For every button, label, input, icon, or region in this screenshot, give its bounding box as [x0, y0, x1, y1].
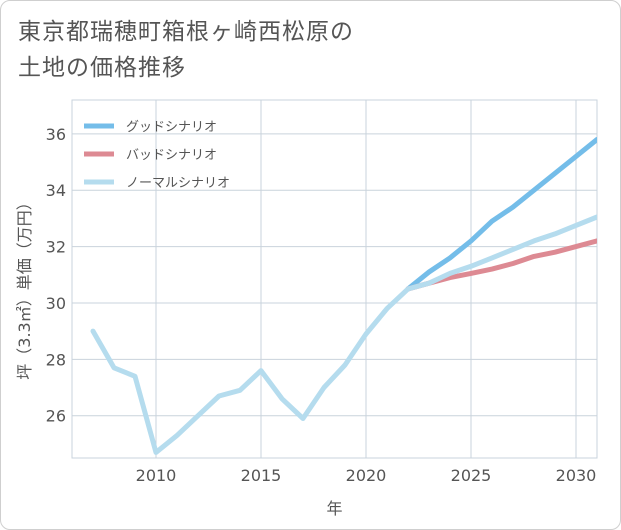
y-tick-label: 32	[46, 238, 66, 257]
y-tick-label: 26	[46, 407, 66, 426]
legend-label: グッドシナリオ	[126, 120, 217, 135]
x-axis-label: 年	[326, 499, 342, 518]
legend-label: バッドシナリオ	[126, 148, 217, 163]
chart-title-line1: 東京都瑞穂町箱根ヶ崎西松原の	[18, 19, 354, 45]
x-tick-label: 2010	[136, 466, 177, 485]
series-line-1	[405, 137, 597, 292]
chart-title-line2: 土地の価格推移	[18, 55, 186, 81]
chart-title: 東京都瑞穂町箱根ヶ崎西松原の 土地の価格推移	[18, 14, 354, 86]
y-tick-label: 30	[46, 294, 66, 313]
series-line-3	[90, 214, 597, 455]
series-group	[90, 137, 597, 455]
legend-label: ノーマルシナリオ	[126, 176, 230, 191]
y-tick-label: 34	[46, 181, 66, 200]
x-tick-label: 2015	[241, 466, 282, 485]
x-tick-label: 2025	[451, 466, 492, 485]
plot-area	[71, 99, 598, 459]
y-tick-label: 36	[46, 125, 66, 144]
x-tick-label: 2020	[346, 466, 387, 485]
x-tick-label: 2030	[556, 466, 597, 485]
y-tick-label: 28	[46, 350, 66, 369]
y-axis-label: 坪（3.3㎡）単価（万円）	[15, 194, 34, 379]
